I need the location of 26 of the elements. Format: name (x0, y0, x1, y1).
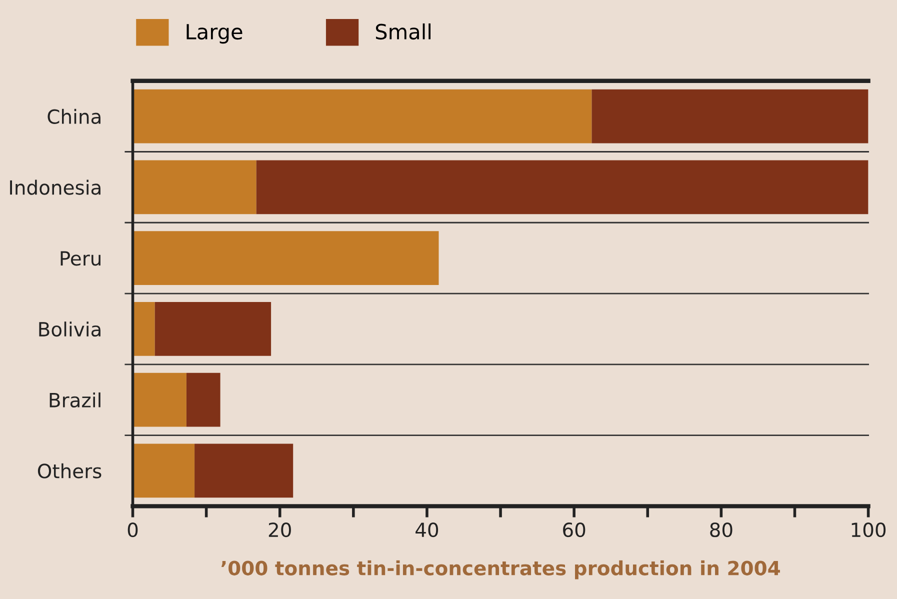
bar (592, 89, 868, 144)
bar (186, 372, 220, 427)
legend-label: Small (376, 23, 430, 40)
bar (256, 160, 868, 214)
x-tick-label: 0 (128, 522, 138, 538)
x-tick-label: 40 (416, 522, 438, 538)
bar (132, 302, 155, 356)
y-tick-label: Brazil (50, 392, 100, 408)
y-tick-label: Indonesia (10, 180, 100, 195)
y-tick-label: Bolivia (39, 322, 100, 337)
x-tick-label: 80 (710, 522, 732, 538)
bar (132, 444, 195, 498)
y-tick-label: Peru (60, 251, 100, 266)
x-tick-label: 60 (563, 522, 586, 538)
x-axis-title: ’000 tonnes tin-in-concentrates production in 2004 (221, 560, 780, 580)
bar (132, 160, 256, 214)
x-tick-label: 20 (268, 522, 291, 538)
bar (132, 231, 439, 286)
y-tick-label: Others (38, 463, 102, 478)
bar (154, 302, 272, 356)
legend-label: Large (186, 24, 242, 44)
bar (132, 89, 592, 144)
y-tick-label: China (48, 108, 100, 124)
x-tick-label: 100 (852, 522, 886, 538)
bar (132, 372, 186, 427)
bar (194, 444, 294, 498)
